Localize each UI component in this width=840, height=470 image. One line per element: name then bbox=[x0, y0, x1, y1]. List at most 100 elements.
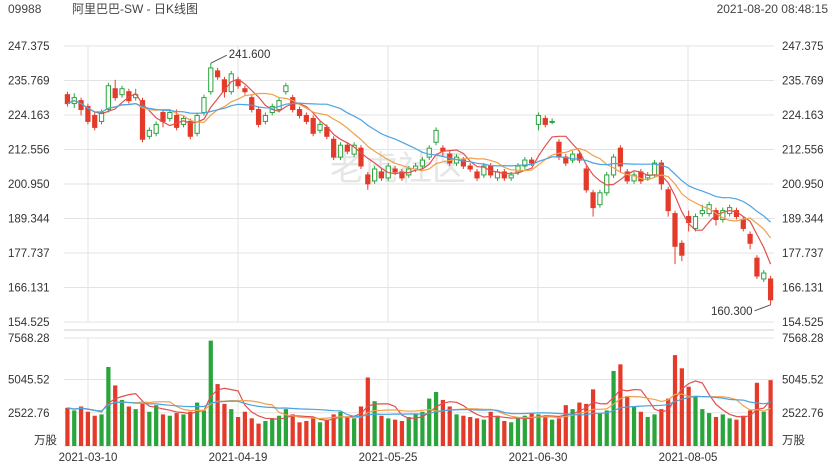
volume-bar bbox=[447, 406, 452, 446]
candle-body bbox=[679, 242, 685, 256]
volume-bar bbox=[256, 423, 261, 446]
volume-tick-left: 2522.76 bbox=[8, 408, 50, 420]
axis-labels: 247.375 247.375 235.769 235.769 224.163 224.1… bbox=[8, 41, 824, 464]
price-tick-left: 235.769 bbox=[8, 76, 50, 88]
grid bbox=[64, 45, 774, 447]
candle bbox=[624, 168, 630, 184]
volume-bar bbox=[427, 398, 432, 446]
volume-bar bbox=[72, 410, 77, 446]
candle bbox=[617, 145, 624, 172]
candle-body bbox=[419, 159, 426, 167]
volume-bar bbox=[747, 410, 753, 446]
candle bbox=[119, 85, 125, 98]
volume-unit-right: 万股 bbox=[782, 434, 805, 447]
candle-body bbox=[767, 278, 774, 301]
candle-body bbox=[529, 159, 535, 164]
volume-bar bbox=[222, 403, 227, 446]
volume-bar bbox=[392, 419, 398, 446]
candle bbox=[139, 97, 146, 143]
candle-body bbox=[576, 153, 583, 161]
volume-bar bbox=[550, 419, 555, 446]
candle bbox=[303, 112, 309, 125]
candle bbox=[221, 76, 228, 98]
price-tick-right: 200.950 bbox=[782, 179, 824, 191]
candle bbox=[590, 189, 596, 217]
candle-body bbox=[167, 112, 173, 119]
price-tick-right: 189.344 bbox=[782, 214, 824, 226]
candle bbox=[481, 163, 487, 178]
volume-bar bbox=[174, 413, 179, 446]
candle-body bbox=[665, 189, 671, 212]
volume-bar bbox=[768, 380, 773, 446]
candle-body bbox=[692, 216, 699, 229]
candle bbox=[679, 240, 685, 262]
volume-bar bbox=[413, 414, 418, 446]
volume-tick-left: 5045.52 bbox=[8, 375, 50, 387]
volume-bar bbox=[570, 409, 575, 446]
volume-bar bbox=[78, 406, 84, 446]
moving-averages bbox=[67, 78, 772, 422]
candle-body bbox=[214, 70, 221, 78]
candle-body bbox=[146, 129, 152, 137]
volume-ma-line bbox=[67, 395, 771, 418]
volume-bar bbox=[297, 422, 302, 446]
volume-bar bbox=[625, 395, 630, 446]
volume-bar bbox=[331, 414, 336, 446]
candle bbox=[754, 255, 760, 279]
volume-bar bbox=[604, 410, 609, 446]
volume-bar bbox=[440, 399, 446, 446]
volume-bar bbox=[358, 406, 364, 446]
candle bbox=[631, 171, 637, 184]
candle bbox=[767, 276, 774, 305]
date-label: 2021-03-10 bbox=[59, 452, 118, 464]
volume-bar bbox=[304, 420, 309, 446]
volume-bar bbox=[433, 392, 439, 446]
candle bbox=[146, 127, 152, 140]
price-tick-left: 224.163 bbox=[8, 110, 50, 122]
candle-body bbox=[372, 168, 378, 182]
annotations: 241.600 160.300 bbox=[210, 49, 771, 318]
date-label: 2021-06-30 bbox=[509, 452, 568, 464]
candle bbox=[672, 210, 678, 265]
price-tick-left: 247.375 bbox=[8, 41, 50, 53]
price-tick-right: 154.525 bbox=[782, 317, 824, 329]
candle-body bbox=[194, 114, 200, 134]
volume-ma-line bbox=[67, 393, 771, 420]
volume-bar bbox=[338, 411, 343, 446]
timestamp: 2021-08-20 08:48:15 bbox=[716, 2, 828, 16]
candle-body bbox=[399, 171, 405, 179]
volume-bar bbox=[140, 403, 145, 446]
candle-body bbox=[747, 233, 753, 244]
volume-bar bbox=[215, 384, 220, 446]
candle bbox=[194, 112, 200, 137]
volume-bar bbox=[352, 418, 357, 446]
candle bbox=[426, 145, 432, 161]
price-tick-left: 177.737 bbox=[8, 248, 50, 260]
volume-bar bbox=[563, 405, 568, 446]
candle bbox=[467, 163, 473, 172]
volume-bar bbox=[734, 419, 739, 446]
volume-tick-right: 7568.28 bbox=[782, 333, 824, 345]
candle bbox=[296, 106, 303, 119]
volume-bar bbox=[263, 420, 268, 446]
volume-bar bbox=[154, 405, 159, 446]
candle-body bbox=[119, 88, 125, 96]
candle-body bbox=[324, 126, 330, 137]
volume-bar bbox=[700, 409, 705, 446]
volume-bar bbox=[659, 409, 664, 446]
candle-body bbox=[522, 159, 528, 167]
candle-body bbox=[699, 210, 705, 215]
volume-bar bbox=[454, 414, 459, 446]
volume-bar bbox=[515, 418, 521, 446]
candle-body bbox=[201, 97, 207, 114]
date-label: 2021-08-05 bbox=[659, 452, 718, 464]
volume-tick-right: 2522.76 bbox=[782, 408, 824, 420]
volume-bar bbox=[584, 403, 589, 446]
volume-bar bbox=[707, 413, 712, 446]
candle bbox=[365, 171, 371, 190]
candle bbox=[262, 112, 269, 125]
candle bbox=[535, 112, 542, 131]
low-label: 160.300 bbox=[711, 306, 753, 318]
candle-body bbox=[433, 129, 439, 143]
candle-body bbox=[542, 117, 548, 125]
